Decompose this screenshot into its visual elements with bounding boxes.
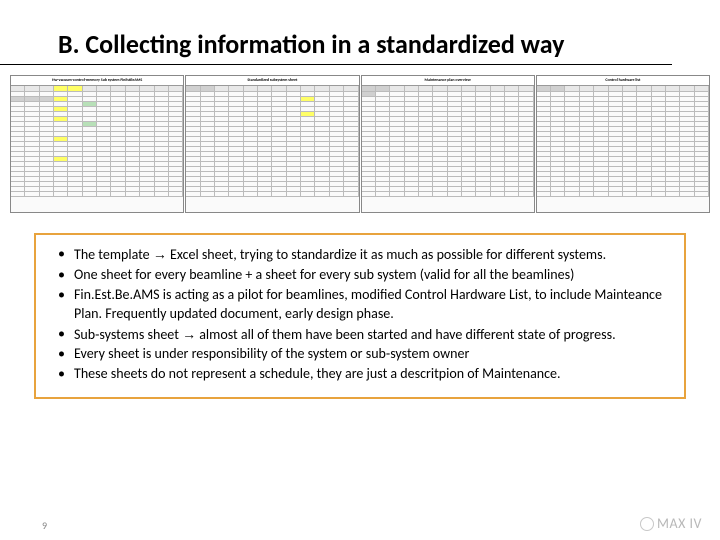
- spreadsheet-thumbnail: Control hardware list: [536, 75, 710, 213]
- sheet-cell: [551, 192, 565, 197]
- sheet-cell: [405, 192, 419, 197]
- footer-logo: MAX IV: [640, 515, 702, 532]
- sheet-cell: [565, 192, 579, 197]
- sheet-cell: [433, 192, 447, 197]
- sheet-cell: [126, 192, 140, 197]
- sheet-cell: [462, 192, 476, 197]
- sheet-cell: [97, 192, 111, 197]
- sheet-cell: [244, 192, 258, 197]
- sheet-grid: [362, 86, 534, 197]
- bullet-item: One sheet for every beamline + a sheet f…: [50, 266, 670, 285]
- sheet-cell: [344, 192, 358, 197]
- sheet-cell: [229, 192, 243, 197]
- arrow-icon: →: [153, 246, 167, 262]
- sheet-cell: [301, 192, 315, 197]
- logo-text: MAX IV: [657, 515, 702, 532]
- sheet-cell: [155, 192, 169, 197]
- sheet-cell: [362, 192, 376, 197]
- spreadsheet-thumbnail: Hw-vacuum-control-memory Sub system FinE…: [10, 75, 184, 213]
- bullet-item: Every sheet is under responsibility of t…: [50, 345, 670, 364]
- sheet-title: Hw-vacuum-control-memory Sub system FinE…: [11, 76, 183, 86]
- sheet-cell: [258, 192, 272, 197]
- arrow-icon: →: [182, 326, 196, 342]
- bullet-item: The template → Excel sheet, trying to st…: [50, 245, 670, 265]
- bullet-item: Fin.Est.Be.AMS is acting as a pilot for …: [50, 286, 670, 324]
- sheet-cell: [83, 192, 97, 197]
- sheet-cell: [287, 192, 301, 197]
- sheet-cell: [695, 192, 709, 197]
- sheet-cell: [390, 192, 404, 197]
- spreadsheet-thumbnail: Standardized subsystem sheet: [185, 75, 359, 213]
- sheet-cell: [519, 192, 533, 197]
- sheet-cell: [476, 192, 490, 197]
- sheet-grid: [186, 86, 358, 197]
- sheet-cell: [491, 192, 505, 197]
- sheet-cell: [330, 192, 344, 197]
- sheet-cell: [140, 192, 154, 197]
- sheet-cell: [537, 192, 551, 197]
- sheet-cell: [448, 192, 462, 197]
- sheet-cell: [376, 192, 390, 197]
- page-number: 9: [42, 519, 47, 532]
- bullet-item: Sub-systems sheet → almost all of them h…: [50, 325, 670, 345]
- sheet-cell: [215, 192, 229, 197]
- sheet-grid: [537, 86, 709, 197]
- spreadsheet-thumbnails: Hw-vacuum-control-memory Sub system FinE…: [0, 65, 720, 213]
- sheet-cell: [315, 192, 329, 197]
- sheet-title: Standardized subsystem sheet: [186, 76, 358, 86]
- sheet-cell: [169, 192, 183, 197]
- bullet-item: These sheets do not represent a schedule…: [50, 365, 670, 384]
- sheet-cell: [54, 192, 68, 197]
- sheet-title: Control hardware list: [537, 76, 709, 86]
- bullets-list: The template → Excel sheet, trying to st…: [50, 245, 670, 384]
- sheet-cell: [419, 192, 433, 197]
- sheet-cell: [680, 192, 694, 197]
- sheet-cell: [594, 192, 608, 197]
- sheet-cell: [11, 192, 25, 197]
- slide-title: B. Collecting information in a standardi…: [0, 0, 672, 65]
- sheet-cell: [505, 192, 519, 197]
- spreadsheet-thumbnail: Maintenance plan overview: [361, 75, 535, 213]
- sheet-cell: [25, 192, 39, 197]
- sheet-cell: [40, 192, 54, 197]
- sheet-cell: [666, 192, 680, 197]
- sheet-cell: [623, 192, 637, 197]
- sheet-cell: [272, 192, 286, 197]
- sheet-cell: [652, 192, 666, 197]
- sheet-title: Maintenance plan overview: [362, 76, 534, 86]
- logo-ring-icon: [640, 517, 654, 531]
- sheet-cell: [186, 192, 200, 197]
- sheet-cell: [637, 192, 651, 197]
- sheet-grid: [11, 86, 183, 197]
- sheet-cell: [68, 192, 82, 197]
- bullets-box: The template → Excel sheet, trying to st…: [34, 233, 686, 399]
- sheet-cell: [580, 192, 594, 197]
- sheet-cell: [111, 192, 125, 197]
- sheet-cell: [201, 192, 215, 197]
- sheet-cell: [609, 192, 623, 197]
